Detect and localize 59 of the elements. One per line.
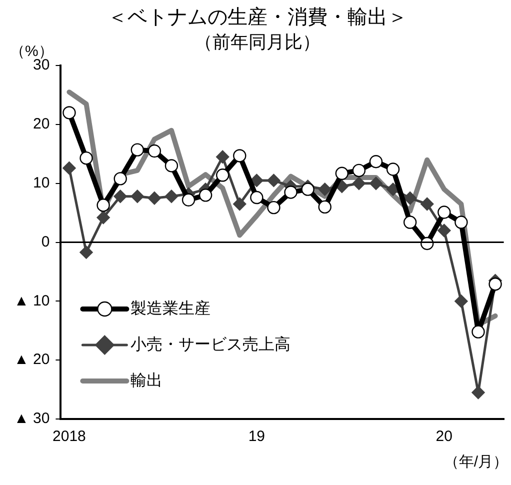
point bbox=[403, 216, 417, 229]
y-tick-label: ▲ 10 bbox=[14, 292, 50, 310]
point bbox=[488, 278, 502, 291]
x-tick-label: 2018 bbox=[52, 428, 86, 446]
point bbox=[164, 190, 178, 203]
point bbox=[62, 106, 76, 120]
point bbox=[198, 188, 212, 202]
point bbox=[267, 200, 280, 214]
point bbox=[335, 166, 348, 180]
point bbox=[96, 198, 110, 212]
y-tick-label: 0 bbox=[41, 233, 50, 250]
point bbox=[114, 190, 127, 203]
point bbox=[62, 161, 76, 175]
point bbox=[352, 176, 366, 190]
legend-label: 小売・サービス売上高 bbox=[130, 335, 291, 354]
x-axis-title: （年/月） bbox=[444, 454, 508, 471]
point bbox=[148, 192, 162, 205]
point bbox=[438, 224, 451, 238]
point bbox=[403, 192, 417, 205]
chart-subtitle: （前年同月比） bbox=[194, 32, 320, 52]
point bbox=[130, 190, 144, 203]
point bbox=[318, 182, 332, 196]
point bbox=[80, 246, 93, 259]
point bbox=[216, 150, 230, 164]
legend-label: 製造業生産 bbox=[130, 299, 211, 318]
point bbox=[233, 149, 246, 162]
point bbox=[386, 162, 400, 176]
point bbox=[420, 197, 434, 211]
chart-title: ＜ベトナムの生産・消費・輸出＞ bbox=[108, 6, 408, 29]
point bbox=[80, 151, 93, 165]
point bbox=[216, 168, 230, 182]
x-tick-label: 20 bbox=[436, 428, 452, 446]
point bbox=[130, 143, 144, 156]
point bbox=[454, 216, 468, 229]
y-tick-label: 10 bbox=[33, 174, 50, 192]
point bbox=[96, 210, 110, 224]
point bbox=[233, 197, 246, 211]
point bbox=[250, 190, 264, 204]
point bbox=[454, 294, 468, 308]
point bbox=[352, 164, 366, 178]
point bbox=[164, 159, 178, 172]
legend-label: 輸出 bbox=[130, 371, 163, 390]
point bbox=[472, 325, 485, 338]
point bbox=[438, 206, 451, 219]
point bbox=[369, 176, 383, 190]
point bbox=[267, 174, 280, 188]
point bbox=[182, 193, 196, 206]
y-tick-label: ▲ 20 bbox=[14, 351, 50, 368]
point bbox=[284, 186, 298, 199]
point bbox=[318, 200, 332, 214]
point bbox=[250, 174, 264, 188]
point bbox=[148, 144, 162, 158]
point bbox=[369, 155, 383, 168]
x-tick-label: 19 bbox=[248, 428, 266, 446]
y-tick-label: ▲ 30 bbox=[14, 410, 50, 428]
point bbox=[472, 386, 485, 400]
y-tick-label: 20 bbox=[33, 116, 50, 133]
point bbox=[114, 172, 127, 186]
point bbox=[301, 182, 314, 196]
